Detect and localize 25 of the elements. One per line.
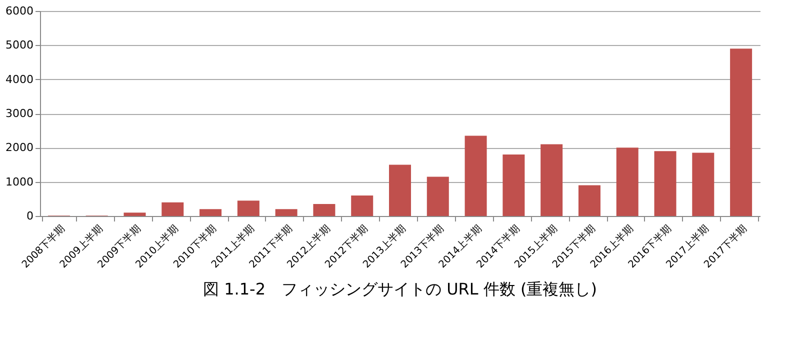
bar — [389, 164, 411, 216]
y-tick-label: 1000 — [6, 175, 34, 188]
y-tick-label: 0 — [26, 210, 34, 222]
bar — [464, 136, 487, 216]
bar — [275, 209, 298, 216]
bar — [502, 154, 525, 216]
bar — [540, 144, 563, 216]
bar — [616, 148, 638, 216]
y-tick-label: 5000 — [6, 38, 34, 52]
text: 図 1.1-2 フィッシングサイトの URL 件数 (重複無し) — [203, 279, 597, 298]
y-tick-label: 6000 — [6, 4, 34, 18]
bar — [313, 204, 336, 216]
bar — [578, 185, 600, 216]
bar — [237, 200, 260, 216]
y-tick-label: 4000 — [6, 72, 34, 86]
bar — [426, 176, 449, 216]
bar — [162, 202, 184, 216]
bar — [124, 212, 146, 216]
bar — [351, 196, 374, 216]
y-tick-label: 3000 — [6, 107, 34, 120]
bar — [730, 48, 752, 216]
y-tick-label: 2000 — [6, 141, 34, 154]
bar — [654, 151, 676, 216]
bar — [200, 209, 222, 216]
bar — [692, 152, 714, 216]
